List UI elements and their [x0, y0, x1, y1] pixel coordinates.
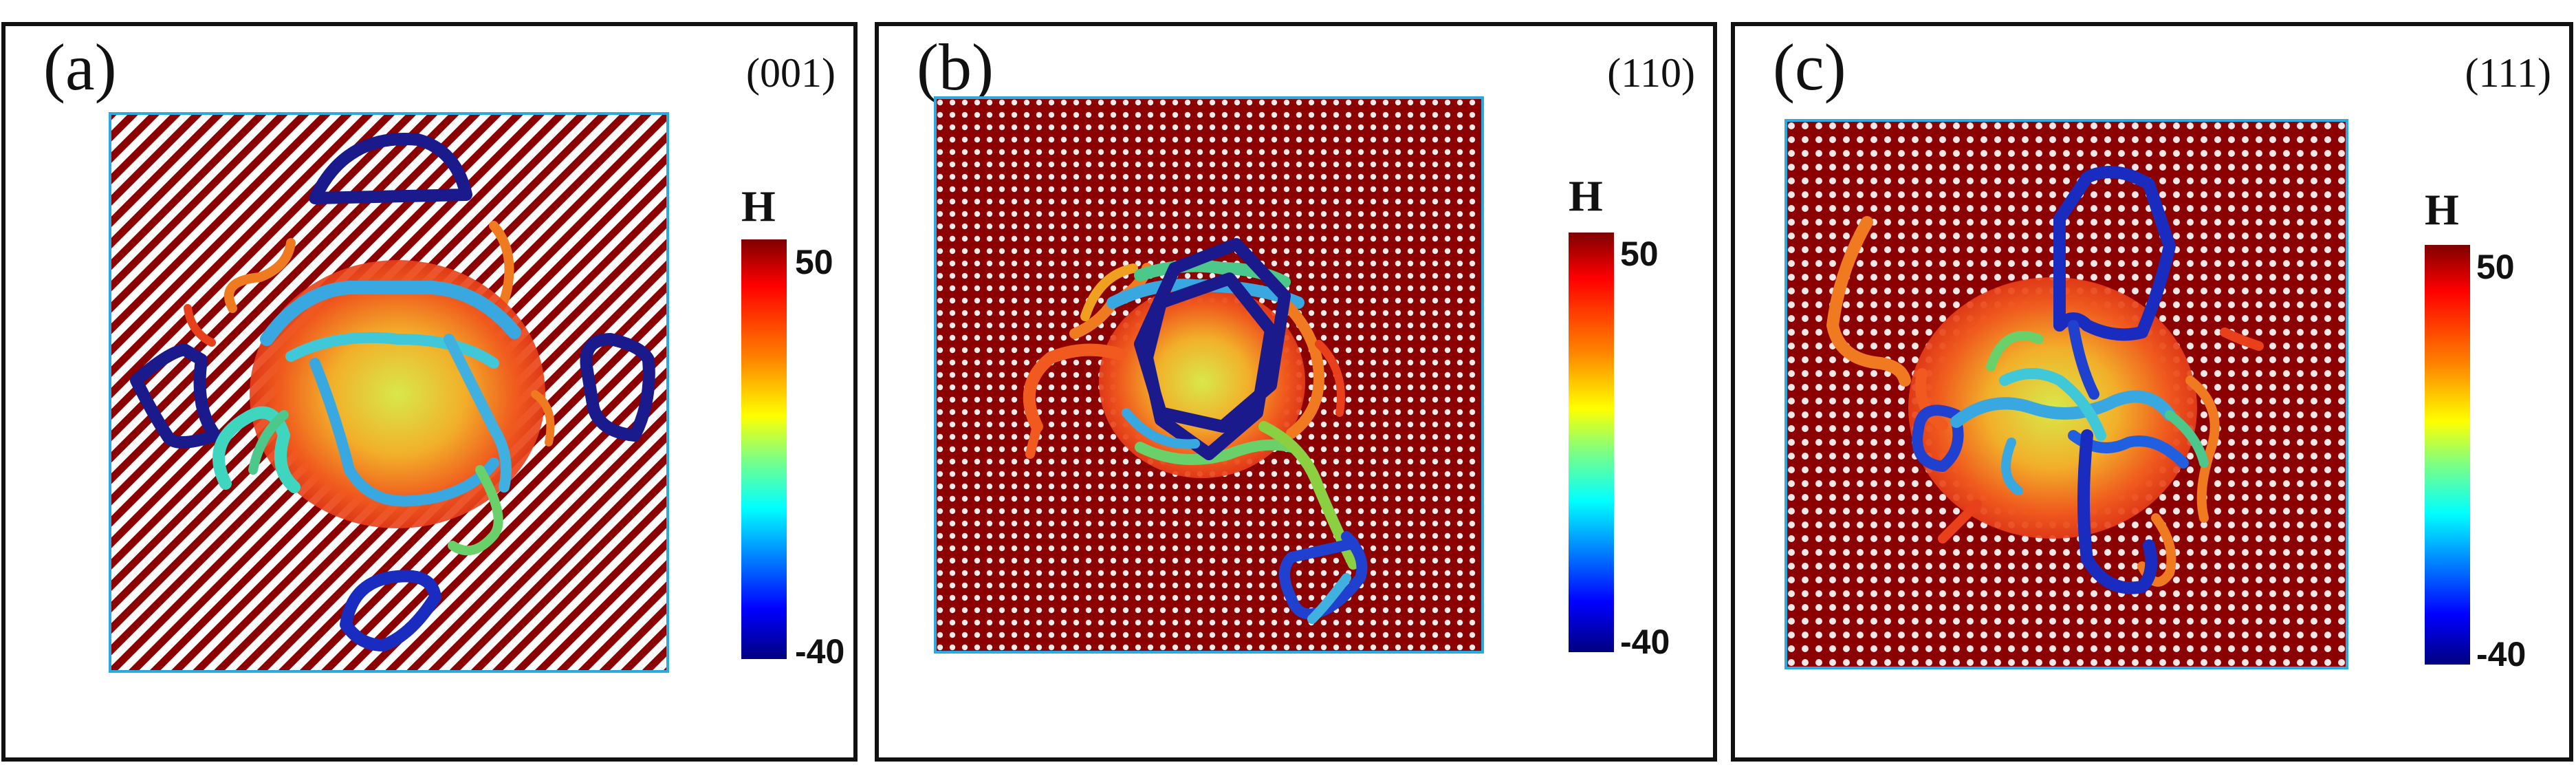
panel-a: (a) (001) — [1, 22, 858, 762]
colorbar-max-label: 50 — [2476, 248, 2515, 286]
panel-c: (c) (111) — [1731, 22, 2573, 762]
colorbar — [741, 239, 787, 659]
colorbar-max-label: 50 — [1620, 235, 1659, 273]
simulation-snapshot — [934, 96, 1484, 654]
colorbar-min-label: -40 — [2476, 635, 2526, 673]
colorbar — [2425, 245, 2470, 665]
panel-b: (b) (110) — [875, 22, 1717, 762]
colorbar-max-label: 50 — [795, 243, 833, 281]
snapshot-frame — [109, 112, 669, 673]
core-region — [250, 260, 545, 528]
panel-label: (c) — [1773, 30, 1846, 104]
orientation-label: (111) — [2465, 50, 2551, 96]
snapshot-frame — [934, 96, 1484, 654]
orientation-label: (110) — [1607, 50, 1695, 96]
simulation-snapshot — [1784, 119, 2348, 669]
panel-label: (a) — [43, 30, 117, 104]
snapshot-frame — [1784, 119, 2348, 669]
colorbar-title: H — [2425, 185, 2459, 234]
orientation-label: (001) — [746, 50, 836, 96]
colorbar — [1569, 233, 1614, 652]
panel-label: (b) — [917, 30, 994, 104]
colorbar-min-label: -40 — [1620, 623, 1670, 661]
colorbar-min-label: -40 — [795, 632, 845, 671]
dislocation-loops — [130, 133, 655, 651]
simulation-snapshot — [109, 112, 669, 673]
colorbar-title: H — [1569, 171, 1603, 220]
colorbar-title: H — [741, 182, 776, 230]
